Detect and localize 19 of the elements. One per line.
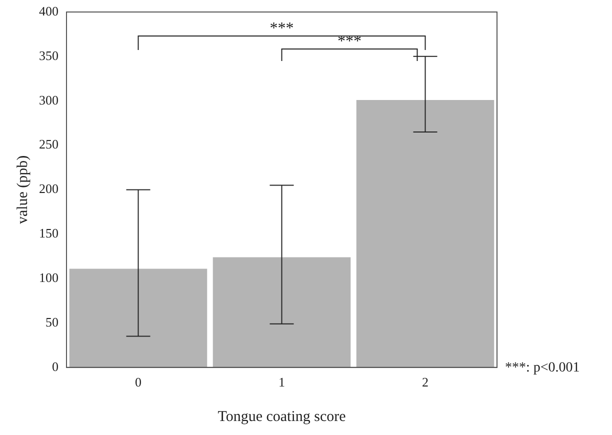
bar xyxy=(356,100,494,368)
y-tick-label: 150 xyxy=(39,226,58,241)
y-tick-label: 250 xyxy=(39,136,58,152)
y-tick-label: 0 xyxy=(52,358,58,374)
y-tick-label: 200 xyxy=(39,181,58,196)
bar xyxy=(69,268,208,368)
bar xyxy=(212,257,351,368)
y-axis-title: value (ppb) xyxy=(14,155,31,224)
y-tick-label: 100 xyxy=(39,270,58,285)
y-tick-label: 50 xyxy=(46,314,58,330)
y-tick-label: 350 xyxy=(39,48,58,63)
x-tick-label: 0 xyxy=(135,374,142,390)
text: ***: p<0.001 xyxy=(505,360,580,376)
x-axis-title: Tongue coating score xyxy=(218,408,346,425)
y-tick-label: 300 xyxy=(39,92,58,108)
x-tick-label: 2 xyxy=(422,374,428,390)
y-tick-label: 400 xyxy=(39,3,58,18)
x-tick-label: 1 xyxy=(278,374,285,390)
annotation: *** xyxy=(270,20,294,37)
